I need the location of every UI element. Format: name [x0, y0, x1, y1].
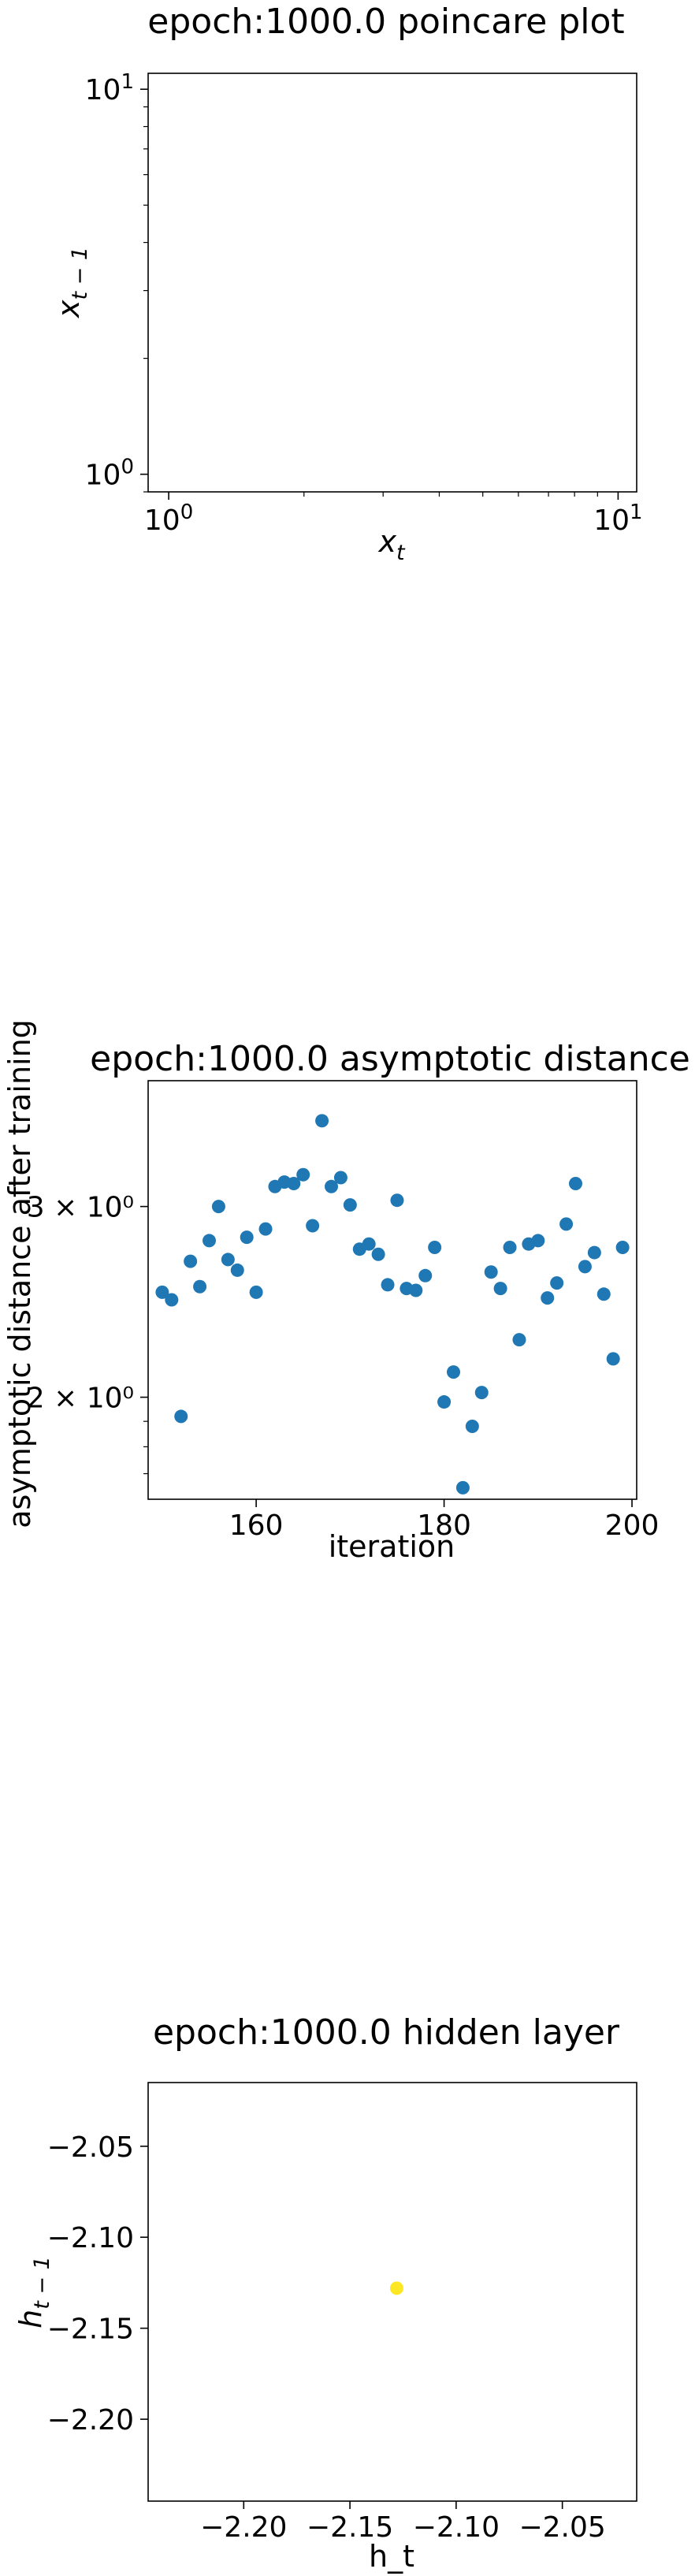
data-point	[296, 1167, 310, 1182]
x-axis-label: iteration	[329, 1529, 455, 1564]
data-point	[371, 1247, 385, 1261]
y-tick-label: −2.15	[47, 2314, 134, 2346]
plot-frame	[147, 73, 637, 493]
data-point	[531, 1234, 545, 1248]
data-point	[437, 1395, 452, 1409]
y-axis-label: asymptotic distance after training	[2, 1019, 37, 1528]
data-point	[484, 1265, 498, 1279]
data-point	[184, 1254, 198, 1268]
x-tick-label: −2.20	[200, 2511, 287, 2544]
y-tick-label: −2.10	[47, 2222, 134, 2254]
data-point	[193, 1279, 207, 1294]
data-point	[240, 1230, 254, 1245]
data-point	[333, 1171, 348, 1185]
data-point	[362, 1237, 376, 1251]
y-tick-label: 2 × 10⁰	[27, 1383, 134, 1415]
x-tick-label: −2.10	[413, 2511, 500, 2544]
data-point	[447, 1365, 460, 1379]
asymptotic-distance-chart: epoch:1000.0 asymptotic distance 160 180 2…	[2, 1019, 690, 1564]
data-point	[258, 1222, 273, 1236]
data-point	[315, 1114, 329, 1128]
data-point	[165, 1293, 179, 1307]
y-tick-label: 3 × 10⁰	[27, 1192, 134, 1224]
y-tick-label: −2.20	[47, 2404, 134, 2436]
y-tick-label: 101	[85, 70, 134, 106]
hidden-layer-chart: epoch:1000.0 hidden layer −2.20 −2.15 −2.1…	[13, 2012, 637, 2574]
x-axis-label: h_t	[369, 2539, 414, 2574]
tick-labels: 100 101 100 101	[85, 70, 643, 537]
data-point	[597, 1287, 611, 1301]
chart-title: epoch:1000.0 asymptotic distance	[90, 1039, 690, 1079]
data-point	[409, 1283, 423, 1297]
data-point	[418, 1268, 433, 1282]
data-point	[381, 1278, 395, 1292]
data-point	[606, 1352, 620, 1366]
data-point	[306, 1219, 320, 1233]
data-point	[211, 1200, 225, 1214]
data-point	[230, 1263, 244, 1277]
tick-labels: −2.20 −2.15 −2.10 −2.05 −2.05 −2.10 −2.15 −2.20	[47, 2131, 606, 2544]
data-point	[221, 1253, 235, 1267]
x-tick-label: 101	[593, 501, 642, 537]
data-point	[559, 1217, 574, 1231]
tick-marks	[140, 2146, 563, 2509]
data-point	[474, 1386, 489, 1400]
plot-frame	[147, 1080, 637, 1500]
data-point	[249, 1285, 263, 1299]
data-point	[465, 1419, 479, 1433]
poincare-plot-chart: epoch:1000.0 poincare plot 100 101100101 …	[51, 2, 643, 565]
data-point	[390, 1193, 404, 1208]
tick-labels: 160 180 200 2 × 10⁰ 3 × 10⁰	[27, 1192, 660, 1542]
tick-marks	[140, 88, 619, 500]
x-tick-label: −2.15	[307, 2511, 393, 2544]
y-tick-label: 100	[85, 456, 134, 492]
data-point	[550, 1276, 564, 1290]
data-points	[389, 2281, 403, 2295]
x-tick-label: 160	[229, 1509, 284, 1542]
x-axis-label: xt	[377, 524, 406, 565]
data-points	[155, 1114, 630, 1495]
data-point	[541, 1291, 555, 1305]
data-point	[389, 2281, 403, 2295]
data-point	[569, 1176, 582, 1190]
data-point	[615, 1241, 630, 1255]
data-point	[203, 1234, 216, 1248]
chart-title: epoch:1000.0 poincare plot	[147, 2, 624, 42]
y-axis-label: xt − 1	[51, 247, 92, 318]
data-point	[455, 1480, 470, 1495]
x-tick-label: 100	[144, 501, 193, 537]
data-point	[493, 1282, 507, 1296]
data-point	[174, 1409, 188, 1424]
data-point	[428, 1241, 442, 1255]
x-tick-label: 200	[605, 1509, 660, 1542]
x-tick-label: −2.05	[518, 2511, 605, 2544]
data-point	[343, 1198, 357, 1212]
y-tick-label: −2.05	[47, 2131, 134, 2164]
x-tick-label: 180	[417, 1509, 471, 1542]
data-point	[578, 1260, 592, 1274]
data-point	[503, 1241, 517, 1255]
data-point	[155, 1285, 169, 1299]
chart-title: epoch:1000.0 hidden layer	[153, 2012, 620, 2053]
plot-frame	[147, 2082, 637, 2502]
data-point	[325, 1179, 338, 1193]
data-point	[287, 1176, 301, 1190]
data-point	[512, 1333, 526, 1347]
tick-marks	[140, 1205, 633, 1507]
data-point	[587, 1245, 601, 1260]
